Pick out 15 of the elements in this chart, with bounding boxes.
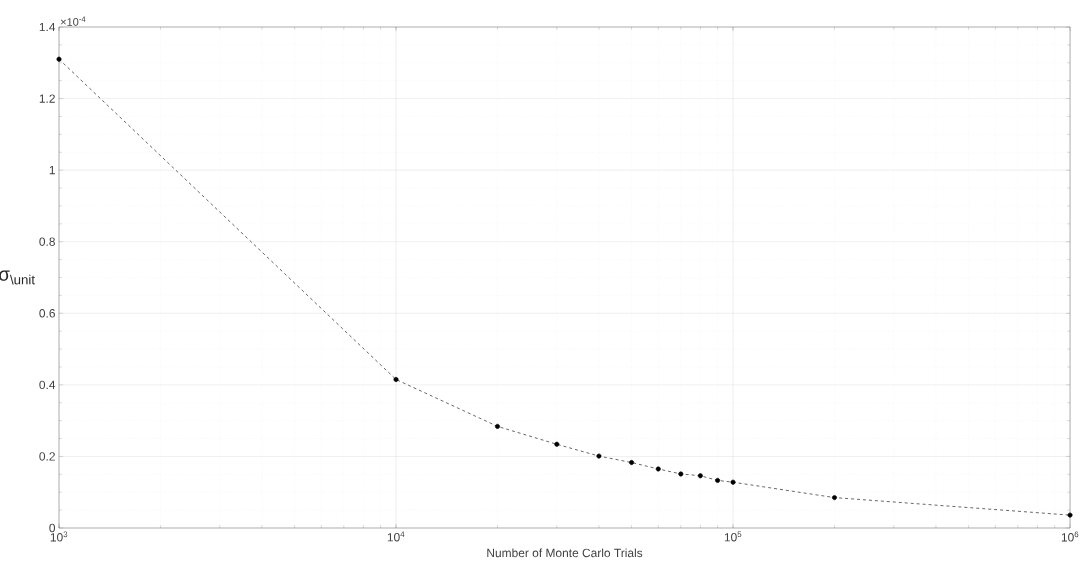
x-tick-label: 10$^{4}$ xyxy=(387,531,405,542)
y-tick-label: 0.8 xyxy=(39,237,55,246)
x-axis-title: Number of Monte Carlo Trials xyxy=(487,548,643,558)
text: ×10$^{-4}$ xyxy=(60,16,86,26)
y-tick-label: 1.2 xyxy=(39,94,55,103)
y-tick-label: 0 xyxy=(49,523,56,533)
x-tick-label: 10$^{6}$ xyxy=(1061,531,1079,542)
y-tick-label: 1.4 xyxy=(39,22,56,32)
y-tick-label: 0.4 xyxy=(39,380,56,390)
y-tick-label: 1 xyxy=(49,166,55,175)
y-axis-title: σ$_{\unit}$ xyxy=(0,270,35,285)
x-tick-label: 10$^{3}$ xyxy=(50,531,68,542)
y-tick-label: 0.6 xyxy=(39,309,55,318)
y-tick-label: 0.2 xyxy=(39,452,55,461)
x-tick-label: 10$^{5}$ xyxy=(724,531,742,542)
